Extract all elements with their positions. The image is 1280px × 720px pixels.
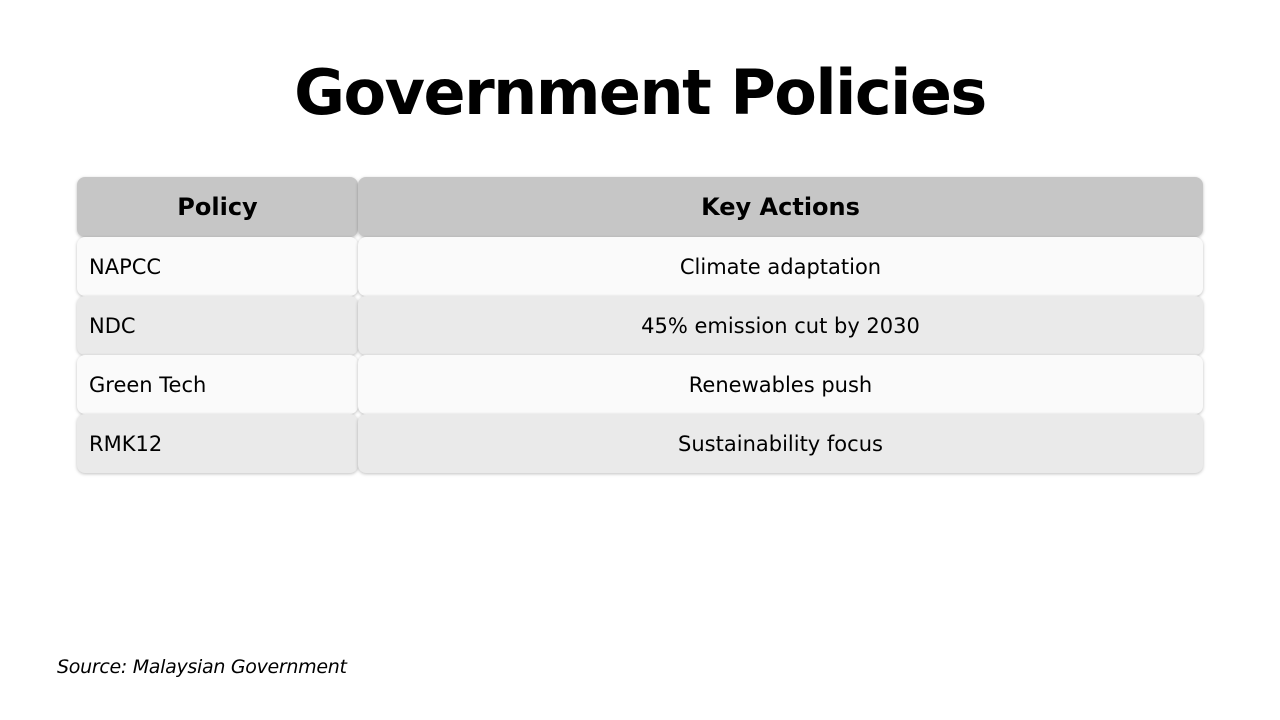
policy-cell: RMK12: [77, 414, 358, 473]
table-row: RMK12 Sustainability focus: [77, 414, 1203, 473]
header-policy: Policy: [77, 177, 358, 237]
table-header-row: Policy Key Actions: [77, 177, 1203, 237]
action-cell: Renewables push: [358, 355, 1203, 414]
table-row: Green Tech Renewables push: [77, 355, 1203, 414]
header-key-actions: Key Actions: [358, 177, 1203, 237]
policy-table: Policy Key Actions NAPCC Climate adaptat…: [77, 177, 1203, 473]
policy-cell: NDC: [77, 296, 358, 355]
action-cell: Climate adaptation: [358, 237, 1203, 296]
action-cell: Sustainability focus: [358, 414, 1203, 473]
page-title: Government Policies: [294, 56, 987, 129]
table-row: NDC 45% emission cut by 2030: [77, 296, 1203, 355]
action-cell: 45% emission cut by 2030: [358, 296, 1203, 355]
source-note: Source: Malaysian Government: [57, 656, 347, 678]
policy-cell: NAPCC: [77, 237, 358, 296]
policy-cell: Green Tech: [77, 355, 358, 414]
table-row: NAPCC Climate adaptation: [77, 237, 1203, 296]
